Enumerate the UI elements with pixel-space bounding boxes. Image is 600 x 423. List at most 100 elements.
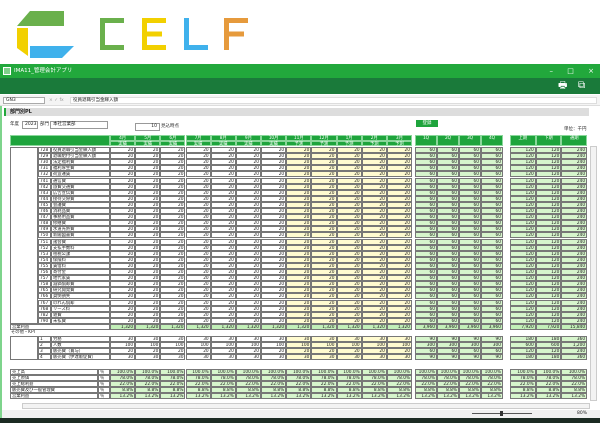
- expense-cell[interactable]: 20: [210, 244, 236, 251]
- kpi-cell[interactable]: 180: [535, 354, 562, 361]
- expense-cell[interactable]: 20: [386, 281, 413, 288]
- kpi-cell[interactable]: 180: [510, 336, 536, 343]
- expense-cell[interactable]: 240: [561, 165, 588, 172]
- subtotal-cell[interactable]: 3,960: [437, 323, 459, 330]
- expense-cell[interactable]: 20: [160, 220, 186, 227]
- expense-cell[interactable]: 20: [311, 189, 337, 196]
- expense-cell[interactable]: 120: [535, 153, 562, 160]
- expense-cell[interactable]: 20: [311, 177, 337, 184]
- ratio-cell[interactable]: 22.0%: [437, 380, 459, 387]
- expense-cell[interactable]: 20: [336, 281, 362, 288]
- kpi-cell[interactable]: 20: [386, 348, 413, 355]
- expense-cell[interactable]: 20: [386, 165, 413, 172]
- ratio-cell[interactable]: 8.8%: [437, 386, 459, 393]
- ratio-cell[interactable]: 78.0%: [286, 374, 312, 381]
- expense-cell[interactable]: 20: [386, 147, 413, 154]
- expense-cell[interactable]: 20: [135, 269, 161, 276]
- kpi-cell[interactable]: 30: [261, 354, 287, 361]
- expense-cell[interactable]: 20: [386, 311, 413, 318]
- expense-cell[interactable]: 20: [361, 256, 387, 263]
- kpi-cell[interactable]: 20: [286, 348, 312, 355]
- expense-cell[interactable]: 20: [135, 275, 161, 282]
- kpi-cell[interactable]: 90: [437, 354, 459, 361]
- expense-cell[interactable]: 20: [336, 195, 362, 202]
- expense-cell[interactable]: 120: [535, 250, 562, 257]
- expense-cell[interactable]: 20: [135, 214, 161, 221]
- expense-cell[interactable]: 20: [185, 250, 211, 257]
- ratio-cell[interactable]: 8.8%: [185, 386, 211, 393]
- expense-cell[interactable]: 20: [386, 238, 413, 245]
- expense-cell[interactable]: 60: [481, 189, 503, 196]
- expense-cell[interactable]: 240: [561, 244, 588, 251]
- expense-cell[interactable]: 20: [110, 220, 136, 227]
- expense-cell[interactable]: 120: [535, 189, 562, 196]
- expense-cell[interactable]: 20: [361, 293, 387, 300]
- expense-cell[interactable]: 20: [160, 177, 186, 184]
- expense-cell[interactable]: 20: [235, 275, 261, 282]
- ratio-cell[interactable]: 22.0%: [510, 380, 536, 387]
- expense-cell[interactable]: 20: [261, 256, 287, 263]
- expense-cell[interactable]: 60: [459, 153, 481, 160]
- expense-cell[interactable]: 20: [160, 159, 186, 166]
- expense-cell[interactable]: 60: [481, 244, 503, 251]
- expense-cell[interactable]: 20: [261, 299, 287, 306]
- expense-cell[interactable]: 60: [415, 214, 437, 221]
- expense-cell[interactable]: 60: [481, 262, 503, 269]
- kpi-cell[interactable]: 300: [459, 342, 481, 349]
- subtotal-cell[interactable]: 7,920: [535, 323, 562, 330]
- ratio-cell[interactable]: 100.0%: [336, 368, 362, 375]
- expense-cell[interactable]: 60: [437, 189, 459, 196]
- expense-cell[interactable]: 20: [135, 226, 161, 233]
- expense-cell[interactable]: 20: [110, 293, 136, 300]
- expense-cell[interactable]: 20: [210, 195, 236, 202]
- expense-cell[interactable]: 120: [510, 208, 536, 215]
- expense-cell[interactable]: 60: [437, 165, 459, 172]
- expense-cell[interactable]: 20: [386, 208, 413, 215]
- expense-cell[interactable]: 60: [415, 281, 437, 288]
- expense-cell[interactable]: 120: [510, 177, 536, 184]
- expense-cell[interactable]: 60: [481, 250, 503, 257]
- expense-cell[interactable]: 20: [336, 275, 362, 282]
- kpi-cell[interactable]: 20: [261, 348, 287, 355]
- expense-cell[interactable]: 20: [235, 256, 261, 263]
- ratio-cell[interactable]: 22.0%: [481, 380, 503, 387]
- fx-icon[interactable]: fx: [59, 98, 64, 103]
- expense-cell[interactable]: 20: [286, 317, 312, 324]
- expense-cell[interactable]: 60: [481, 208, 503, 215]
- expense-cell[interactable]: 20: [286, 183, 312, 190]
- kpi-cell[interactable]: 30: [135, 354, 161, 361]
- expense-cell[interactable]: 20: [160, 287, 186, 294]
- kpi-cell[interactable]: 180: [510, 354, 536, 361]
- expense-cell[interactable]: 120: [535, 177, 562, 184]
- expense-cell[interactable]: 20: [135, 183, 161, 190]
- kpi-cell[interactable]: 20: [311, 348, 337, 355]
- expense-cell[interactable]: 20: [336, 220, 362, 227]
- expense-cell[interactable]: 60: [481, 226, 503, 233]
- expense-cell[interactable]: 20: [261, 159, 287, 166]
- expense-cell[interactable]: 20: [185, 232, 211, 239]
- expense-cell[interactable]: 20: [336, 262, 362, 269]
- expense-cell[interactable]: 60: [459, 238, 481, 245]
- expense-cell[interactable]: 20: [286, 153, 312, 160]
- expense-cell[interactable]: 20: [235, 293, 261, 300]
- expense-cell[interactable]: 20: [361, 208, 387, 215]
- expense-cell[interactable]: 60: [415, 189, 437, 196]
- ratio-cell[interactable]: 13.2%: [459, 392, 481, 399]
- kpi-cell[interactable]: 100: [110, 342, 136, 349]
- ratio-cell[interactable]: 13.2%: [481, 392, 503, 399]
- expense-cell[interactable]: 20: [361, 311, 387, 318]
- expense-cell[interactable]: 20: [286, 226, 312, 233]
- expense-cell[interactable]: 20: [185, 159, 211, 166]
- expense-cell[interactable]: 20: [135, 177, 161, 184]
- expense-cell[interactable]: 240: [561, 177, 588, 184]
- cancel-icon[interactable]: ×: [49, 98, 53, 103]
- expense-cell[interactable]: 20: [361, 317, 387, 324]
- expense-cell[interactable]: 20: [210, 153, 236, 160]
- expense-cell[interactable]: 60: [415, 195, 437, 202]
- expense-cell[interactable]: 120: [535, 208, 562, 215]
- ratio-cell[interactable]: 13.2%: [110, 392, 136, 399]
- expense-cell[interactable]: 240: [561, 269, 588, 276]
- expense-cell[interactable]: 20: [336, 189, 362, 196]
- expense-cell[interactable]: 20: [311, 262, 337, 269]
- kpi-cell[interactable]: 360: [561, 336, 588, 343]
